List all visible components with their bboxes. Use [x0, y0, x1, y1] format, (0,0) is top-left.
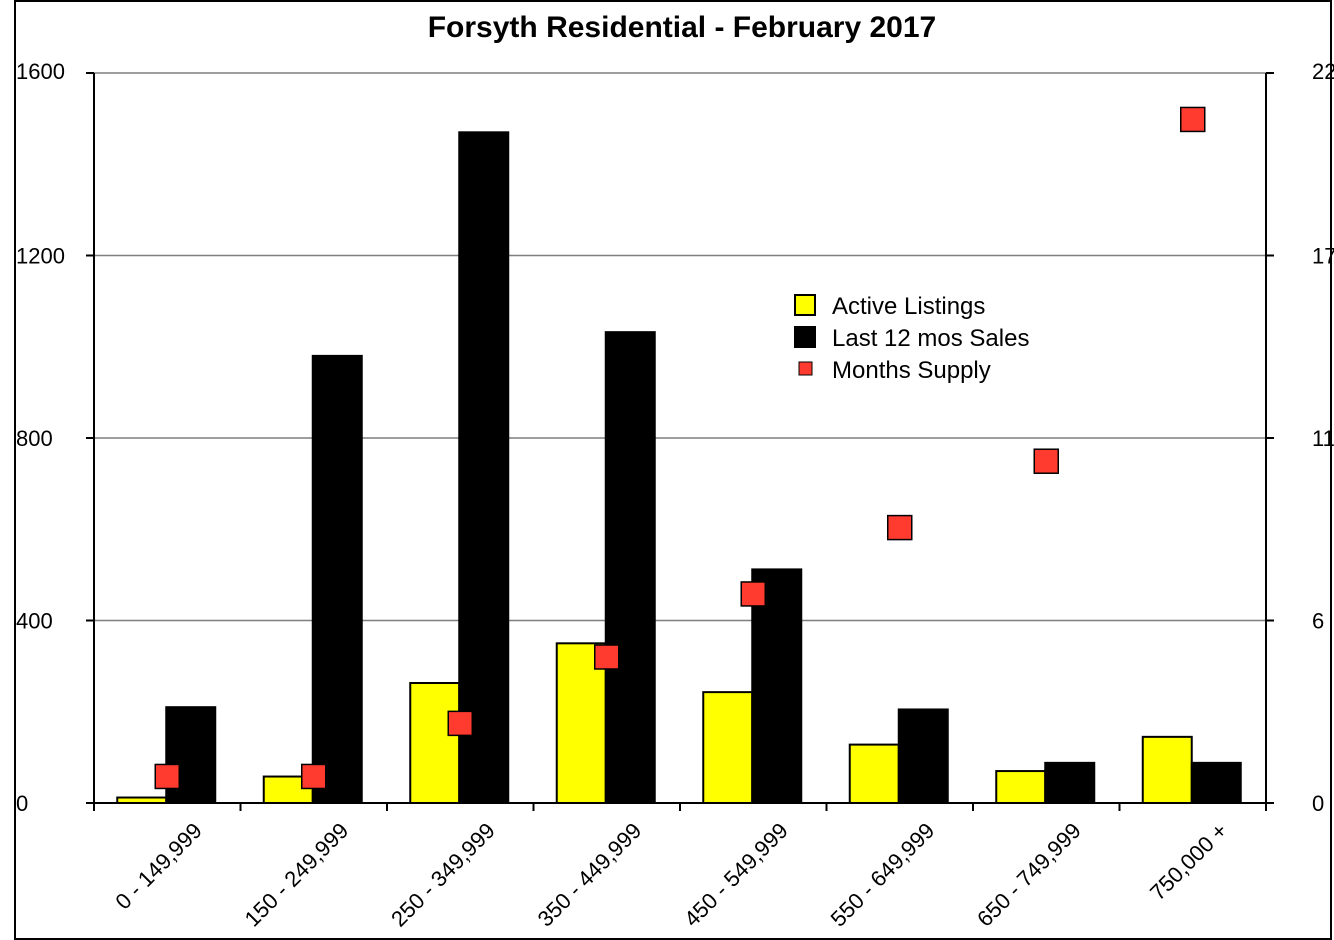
chart-frame — [14, 0, 1332, 940]
marker-months-supply — [301, 763, 327, 790]
y-right-tick-label: 17 — [1312, 244, 1334, 269]
y-left-tick-label: 1600 — [16, 59, 65, 84]
y-right-tick-label: 0 — [1312, 791, 1324, 816]
bar-last-12-mos-sales — [311, 354, 363, 804]
marker-months-supply — [1033, 448, 1059, 474]
bar-last-12-mos-sales — [1044, 761, 1096, 804]
legend-label-active-listings: Active Listings — [832, 293, 985, 320]
legend-swatch-months-supply — [798, 361, 813, 376]
x-tick-label: 250 - 349,999 — [386, 818, 500, 928]
bar-last-12-mos-sales — [1190, 761, 1242, 804]
marker-months-supply — [740, 581, 766, 607]
legend-swatch-last-12-mos-sales — [794, 326, 816, 348]
bar-last-12-mos-sales — [458, 131, 510, 804]
bar-active-listings — [702, 691, 754, 804]
bar-active-listings — [995, 770, 1047, 804]
x-tick-label: 0 - 149,999 — [110, 818, 206, 914]
bar-last-12-mos-sales — [897, 708, 949, 804]
bar-active-listings — [409, 682, 461, 804]
y-right-tick-label: 6 — [1312, 609, 1324, 634]
marker-months-supply — [154, 763, 180, 790]
x-tick-label: 750,000 + — [1145, 818, 1232, 905]
x-tick-label: 550 - 649,999 — [826, 818, 940, 928]
x-tick-label: 350 - 449,999 — [533, 818, 647, 928]
y-right-tick-label: 22 — [1312, 59, 1334, 84]
y-right-tick-label: 11 — [1312, 426, 1334, 451]
bar-active-listings — [848, 743, 900, 804]
y-left-tick-label: 400 — [16, 609, 53, 634]
legend-label-months-supply: Months Supply — [832, 357, 991, 384]
bar-last-12-mos-sales — [751, 568, 803, 805]
legend-swatch-active-listings — [794, 294, 816, 316]
x-tick-label: 450 - 549,999 — [679, 818, 793, 928]
y-left-tick-label: 800 — [16, 426, 53, 451]
marker-months-supply — [594, 644, 620, 670]
marker-months-supply — [887, 514, 913, 541]
x-tick-label: 650 - 749,999 — [972, 818, 1086, 928]
x-tick-label: 150 - 249,999 — [240, 818, 354, 928]
y-left-tick-label: 0 — [16, 791, 28, 816]
bar-last-12-mos-sales — [604, 331, 656, 804]
marker-months-supply — [1180, 106, 1206, 133]
y-left-tick-label: 1200 — [16, 244, 65, 269]
marker-months-supply — [447, 710, 473, 737]
chart-title: Forsyth Residential - February 2017 — [428, 11, 937, 44]
bar-active-listings — [1141, 735, 1193, 804]
legend-label-last-12-mos-sales: Last 12 mos Sales — [832, 325, 1029, 352]
